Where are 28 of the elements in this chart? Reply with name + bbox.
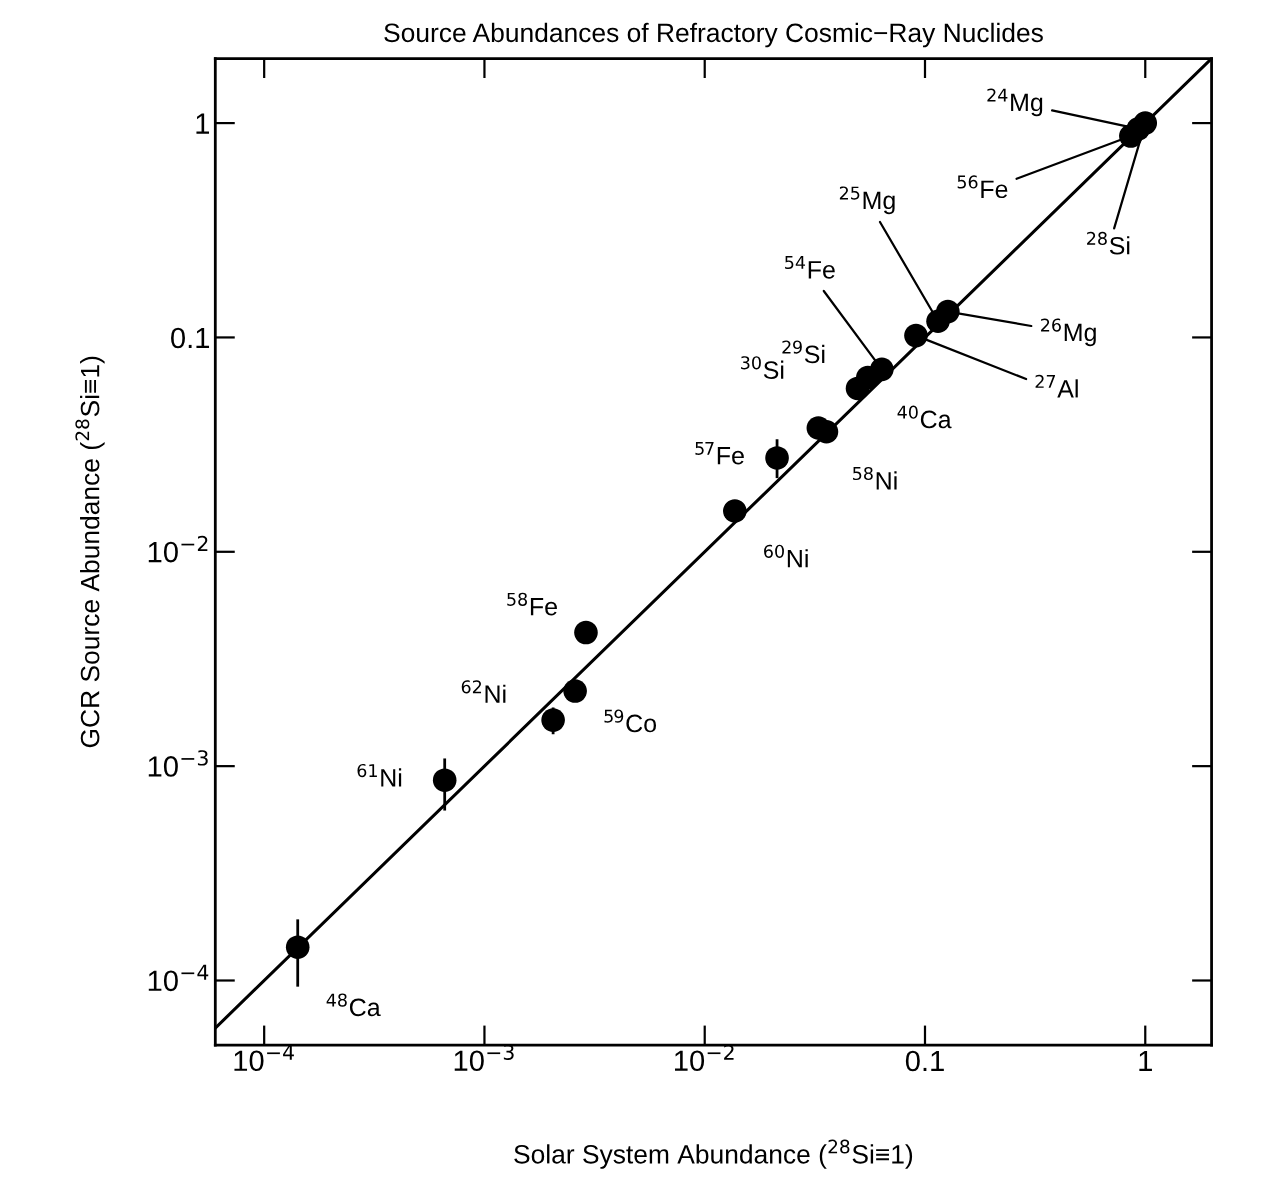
annotation: $^{24}$Mg: [987, 88, 1043, 117]
x-axis-title: Solar System Abundance ($^{28}$Si≡1): [514, 1139, 913, 1169]
annotation: $^{28}$Si: [1087, 231, 1130, 255]
annotation: $^{30}$Si: [741, 356, 784, 379]
annotation: $^{25}$Mg: [839, 186, 895, 215]
annotation: $^{26}$Mg: [1041, 318, 1096, 347]
x-tick-label: 10$^{−4}$: [234, 1044, 294, 1072]
annotation: $^{54}$Fe: [785, 256, 835, 279]
x-tick-label: 0.1: [905, 1050, 944, 1072]
annotation: $^{57}$Fe: [695, 441, 744, 465]
annotation: $^{59}$Co: [604, 709, 657, 733]
annotation: $^{58}$Ni: [853, 466, 897, 490]
annotation: $^{62}$Ni: [461, 680, 506, 703]
annotation: $^{27}$Al: [1035, 374, 1078, 398]
y-tick-label: 1: [196, 113, 210, 134]
annotation: $^{58}$Fe: [507, 592, 557, 616]
y-tick-label: 10$^{−3}$: [148, 750, 208, 777]
annotation: $^{48}$Ca: [326, 993, 381, 1017]
y-axis-title: GCR Source Abundance ($^{28}$Si≡1): [75, 356, 105, 748]
y-tick-label: 10$^{−2}$: [148, 535, 208, 563]
y-tick-label: 0.1: [171, 327, 210, 349]
chart-title: Source Abundances of Refractory Cosmic−Ray Nuclides: [384, 22, 1043, 48]
x-tick-label: 1: [1139, 1050, 1152, 1072]
annotation: $^{61}$Ni: [357, 763, 402, 787]
annotation: $^{56}$Fe: [957, 175, 1008, 199]
annotation: $^{40}$Ca: [897, 405, 952, 429]
y-tick-label: 10$^{−4}$: [148, 964, 209, 992]
annotation: $^{60}$Ni: [764, 544, 808, 568]
